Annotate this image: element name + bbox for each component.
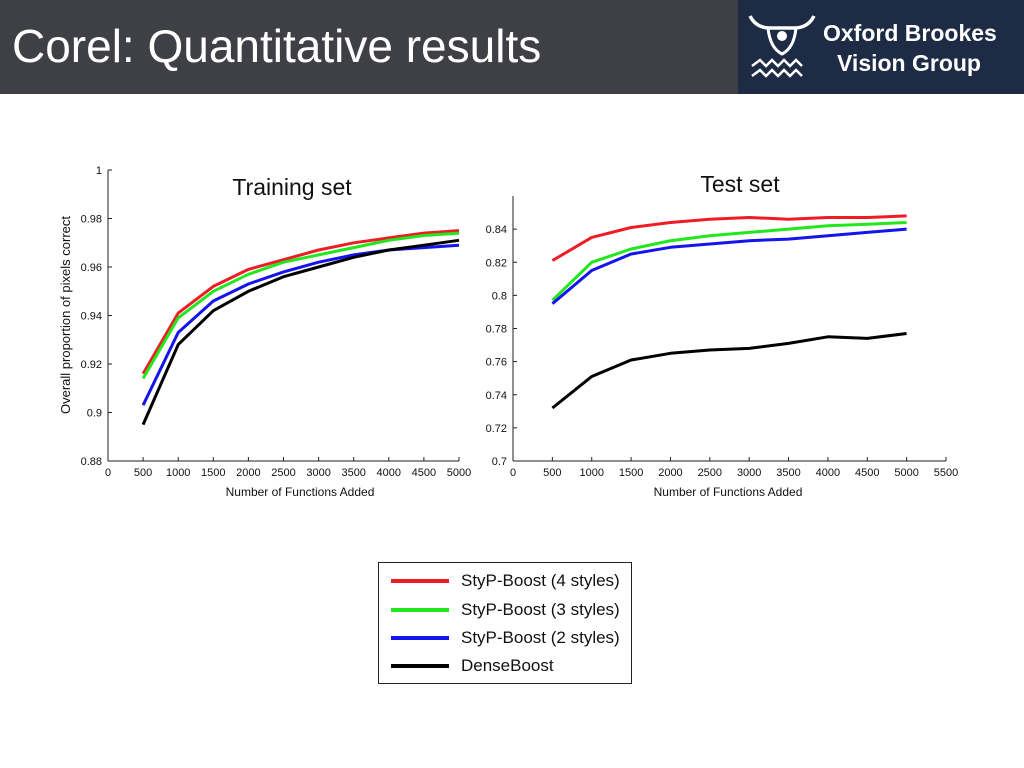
logo-text-line1: Oxford Brookes — [823, 20, 997, 46]
chart-legend: StyP-Boost (4 styles) StyP-Boost (3 styl… — [378, 562, 632, 684]
x-tick-label: 500 — [134, 467, 152, 479]
y-tick-label: 0.76 — [486, 357, 507, 369]
legend-swatch — [391, 636, 449, 640]
chart-title: Test set — [700, 171, 780, 197]
x-axis-label: Number of Functions Added — [226, 485, 375, 499]
legend-swatch — [391, 664, 449, 668]
x-tick-label: 4500 — [412, 467, 436, 479]
x-tick-label: 3000 — [737, 467, 761, 479]
x-tick-label: 4000 — [377, 467, 401, 479]
x-tick-label: 2000 — [236, 467, 260, 479]
x-tick-label: 3500 — [776, 467, 800, 479]
y-tick-label: 0.88 — [81, 456, 102, 468]
legend-item: StyP-Boost (2 styles) — [391, 627, 620, 649]
series-line — [551, 214, 907, 262]
x-tick-label: 4000 — [816, 467, 840, 479]
y-tick-label: 1 — [96, 165, 102, 177]
chart-title: Training set — [232, 174, 352, 200]
x-tick-label: 1000 — [166, 467, 190, 479]
x-tick-label: 1500 — [201, 467, 225, 479]
y-tick-label: 0.82 — [486, 257, 507, 269]
x-tick-label: 4500 — [855, 467, 879, 479]
series-line — [551, 227, 907, 305]
logo: Oxford Brookes Vision Group — [738, 0, 1024, 94]
x-tick-label: 3500 — [341, 467, 365, 479]
x-tick-label: 0 — [510, 467, 516, 479]
legend-label: StyP-Boost (4 styles) — [461, 571, 620, 590]
series-line — [551, 221, 907, 302]
y-tick-label: 0.7 — [492, 456, 507, 468]
y-tick-label: 0.84 — [486, 224, 507, 236]
legend-label: StyP-Boost (2 styles) — [461, 628, 620, 647]
x-axis-label: Number of Functions Added — [654, 485, 803, 499]
y-tick-label: 0.94 — [81, 311, 102, 323]
y-tick-label: 0.8 — [492, 290, 507, 302]
legend-item: StyP-Boost (4 styles) — [391, 570, 620, 592]
legend-label: StyP-Boost (3 styles) — [461, 600, 620, 619]
y-axis-label: Overall proportion of pixels correct — [58, 216, 73, 414]
legend-swatch — [391, 579, 449, 583]
x-tick-label: 2500 — [271, 467, 295, 479]
x-tick-label: 3000 — [306, 467, 330, 479]
x-tick-label: 500 — [543, 467, 561, 479]
y-tick-label: 0.72 — [486, 423, 507, 435]
bull-logo-icon — [748, 15, 816, 78]
x-tick-label: 2500 — [698, 467, 722, 479]
x-tick-label: 1500 — [619, 467, 643, 479]
logo-text-line2: Vision Group — [837, 50, 981, 76]
x-tick-label: 2000 — [658, 467, 682, 479]
series-line — [141, 231, 460, 380]
y-tick-label: 0.78 — [486, 324, 507, 336]
legend-item: StyP-Boost (3 styles) — [391, 599, 620, 621]
slide-header: Corel: Quantitative results Oxford Brook… — [0, 0, 1024, 94]
legend-item: DenseBoost — [391, 655, 554, 677]
y-tick-label: 0.92 — [81, 359, 102, 371]
x-tick-label: 5000 — [894, 467, 918, 479]
x-tick-label: 1000 — [579, 467, 603, 479]
legend-swatch — [391, 608, 449, 612]
series-line — [141, 229, 460, 375]
x-tick-label: 5500 — [934, 467, 958, 479]
y-tick-label: 0.96 — [81, 262, 102, 274]
slide-title: Corel: Quantitative results — [12, 20, 542, 72]
x-tick-label: 5000 — [447, 467, 471, 479]
series-line — [551, 332, 907, 410]
x-tick-label: 0 — [105, 467, 111, 479]
legend-label: DenseBoost — [461, 656, 554, 675]
series-line — [141, 238, 460, 426]
y-tick-label: 0.74 — [486, 390, 507, 402]
y-tick-label: 0.9 — [87, 408, 102, 420]
y-tick-label: 0.98 — [81, 214, 102, 226]
